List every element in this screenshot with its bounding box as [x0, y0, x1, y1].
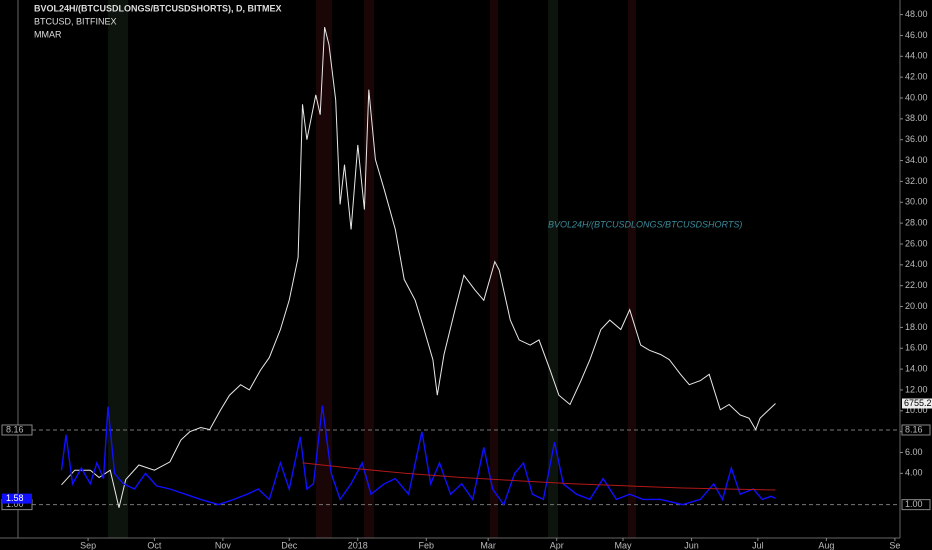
x-tick-label: Jul	[752, 540, 764, 550]
x-tick-label: Apr	[550, 540, 564, 550]
session-bands	[108, 0, 636, 538]
x-tick-label: Dec	[281, 540, 298, 550]
band	[108, 0, 128, 538]
x-tick-label: 2018	[348, 540, 368, 550]
reference-label: 8.16	[6, 424, 24, 434]
y-tick-label: 34.00	[905, 155, 928, 165]
y-tick-label: 14.00	[905, 363, 928, 373]
x-tick-label: Feb	[419, 540, 435, 550]
x-tick-label: Oct	[147, 540, 162, 550]
y-tick-label: 32.00	[905, 176, 928, 186]
band	[316, 0, 332, 538]
y-tick-label: 40.00	[905, 92, 928, 102]
reference-label: 8.16	[905, 424, 923, 434]
label-box	[901, 499, 931, 511]
y-tick-label: 42.00	[905, 72, 928, 82]
legend-line: BVOL24H/(BTCUSDLONGS/BTCUSDSHORTS), D, B…	[34, 3, 282, 13]
y-tick-label: 48.00	[905, 9, 928, 19]
legend-line: BTCUSD, BITFINEX	[34, 16, 117, 26]
band	[548, 0, 558, 538]
x-tick-label: Sep	[80, 540, 96, 550]
annotation: BVOL24H/(BTCUSDLONGS/BTCUSDSHORTS)	[548, 219, 742, 229]
label-box	[901, 424, 931, 436]
x-tick-label: Se	[889, 540, 900, 550]
series-line	[302, 462, 776, 491]
y-tick-label: 36.00	[905, 134, 928, 144]
label-box	[1, 424, 33, 436]
y-tick-label: 4.00	[905, 468, 923, 478]
series-line	[60, 405, 776, 507]
y-tick-label: 26.00	[905, 238, 928, 248]
legend: BVOL24H/(BTCUSDLONGS/BTCUSDSHORTS), D, B…	[34, 3, 282, 39]
legend-line: MMAR	[34, 29, 62, 39]
x-tick-label: Jun	[684, 540, 699, 550]
y-tick-label: 22.00	[905, 280, 928, 290]
y-tick-label: 44.00	[905, 51, 928, 61]
series-line	[61, 26, 776, 508]
y-tick-label: 38.00	[905, 113, 928, 123]
y-tick-label: 16.00	[905, 343, 928, 353]
band	[628, 0, 636, 538]
label-box	[2, 493, 32, 504]
label-box	[902, 398, 932, 409]
band	[364, 0, 374, 538]
band	[490, 0, 498, 538]
y-tick-label: 12.00	[905, 384, 928, 394]
x-tick-label: Mar	[480, 540, 496, 550]
last-price-label: 6755.2	[904, 398, 932, 408]
x-tick-label: Nov	[215, 540, 232, 550]
y-tick-label: 6.00	[905, 447, 923, 457]
y-tick-label: 10.00	[905, 405, 928, 415]
reference-label: 1.00	[6, 499, 24, 509]
y-tick-label: 18.00	[905, 322, 928, 332]
x-tick-label: Aug	[818, 540, 834, 550]
y-tick-label: 24.00	[905, 259, 928, 269]
y-tick-label: 30.00	[905, 197, 928, 207]
y-tick-label: 20.00	[905, 301, 928, 311]
value-label: 1.58	[6, 493, 24, 503]
y-tick-label: 46.00	[905, 30, 928, 40]
x-tick-label: May	[615, 540, 633, 550]
reference-label: 1.00	[905, 499, 923, 509]
y-tick-label: 28.00	[905, 217, 928, 227]
